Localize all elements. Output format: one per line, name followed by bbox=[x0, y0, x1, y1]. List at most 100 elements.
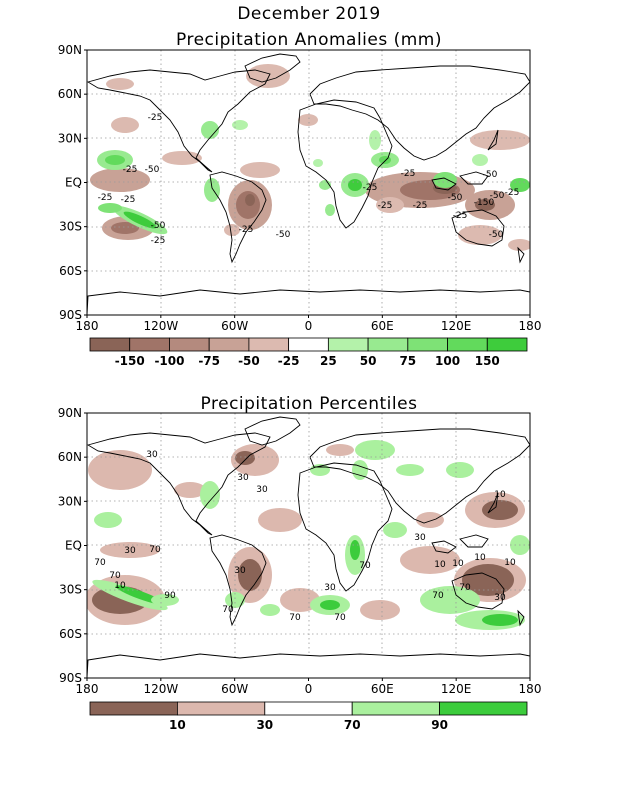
anomaly-map-title: Precipitation Anomalies (mm) bbox=[176, 30, 442, 50]
contour-label: -25 bbox=[98, 193, 113, 203]
contour-label: -50 bbox=[490, 191, 505, 201]
lat-tick-label: 90N bbox=[58, 406, 82, 420]
anomaly-gridlines bbox=[87, 50, 530, 315]
lon-tick-label: 60E bbox=[371, 682, 394, 696]
legend-swatch bbox=[447, 337, 488, 352]
contour-label: -150 bbox=[474, 198, 495, 208]
lat-tick-label: 60S bbox=[59, 627, 82, 641]
contour-label: -50 bbox=[151, 221, 166, 231]
legend-swatch bbox=[351, 701, 441, 716]
legend-label: -25 bbox=[278, 354, 300, 368]
legend-label: 75 bbox=[399, 354, 416, 368]
contour-label: 70 bbox=[149, 545, 161, 555]
legend-swatch bbox=[439, 701, 528, 716]
lat-tick-label: EQ bbox=[65, 176, 82, 190]
contour-label: -25 bbox=[148, 113, 163, 123]
anomaly-map bbox=[86, 49, 531, 316]
contour-label: 70 bbox=[459, 583, 471, 593]
legend-swatch bbox=[169, 337, 210, 352]
legend-label: -150 bbox=[115, 354, 145, 368]
lat-tick-label: 60S bbox=[59, 264, 82, 278]
legend-swatch bbox=[89, 701, 178, 716]
contour-label: -50 bbox=[276, 230, 291, 240]
contour-label: -25 bbox=[121, 195, 136, 205]
legend-swatch bbox=[288, 337, 329, 352]
legend-label: 100 bbox=[435, 354, 460, 368]
anomaly-contour-labels: -25-25 -50-25 -25-50-25-25 -50-25-25 -25-50-… bbox=[98, 113, 520, 246]
lon-tick-label: 60E bbox=[371, 319, 394, 333]
contour-label: -50 bbox=[145, 165, 160, 175]
contour-label: 30 bbox=[414, 533, 426, 543]
contour-label: -25 bbox=[453, 211, 468, 221]
legend-label: 30 bbox=[256, 718, 273, 732]
lon-tick-label: 60W bbox=[221, 319, 248, 333]
percentile-map-title: Precipitation Percentiles bbox=[200, 394, 418, 414]
contour-label: 30 bbox=[234, 566, 246, 576]
legend-swatch bbox=[486, 337, 528, 352]
legend-label: 10 bbox=[169, 718, 186, 732]
legend-label: 50 bbox=[360, 354, 377, 368]
lat-tick-label: EQ bbox=[65, 539, 82, 553]
contour-label: -25 bbox=[401, 169, 416, 179]
contour-label: -50 bbox=[448, 193, 463, 203]
contour-label: 70 bbox=[222, 605, 234, 615]
contour-label: 70 bbox=[289, 613, 301, 623]
contour-label: 70 bbox=[432, 591, 444, 601]
contour-label: 10 bbox=[114, 581, 126, 591]
legend-label: 70 bbox=[344, 718, 361, 732]
anomaly-coastlines bbox=[87, 53, 530, 315]
contour-label: 10 bbox=[434, 560, 446, 570]
contour-label: -25 bbox=[123, 165, 138, 175]
contour-label: -50 bbox=[483, 170, 498, 180]
lon-tick-label: 120W bbox=[143, 682, 178, 696]
lat-tick-label: 90S bbox=[59, 308, 82, 322]
lon-tick-label: 120E bbox=[441, 682, 472, 696]
legend-swatch bbox=[129, 337, 170, 352]
contour-label: 70 bbox=[334, 613, 346, 623]
legend-label: 90 bbox=[431, 718, 448, 732]
lon-tick-label: 0 bbox=[305, 319, 313, 333]
contour-label: -50 bbox=[489, 230, 504, 240]
contour-label: -25 bbox=[363, 183, 378, 193]
legend-swatch bbox=[248, 337, 290, 352]
lat-tick-label: 30S bbox=[59, 583, 82, 597]
contour-label: 10 bbox=[504, 558, 516, 568]
contour-label: -25 bbox=[505, 188, 520, 198]
contour-label: 30 bbox=[146, 450, 158, 460]
lon-tick-label: 0 bbox=[305, 682, 313, 696]
anomaly-shading bbox=[90, 64, 530, 251]
contour-label: 90 bbox=[164, 591, 176, 601]
legend-label: 150 bbox=[475, 354, 500, 368]
contour-label: 30 bbox=[256, 485, 268, 495]
lat-tick-label: 60N bbox=[58, 87, 82, 101]
lon-tick-label: 120W bbox=[143, 319, 178, 333]
contour-label: -25 bbox=[378, 201, 393, 211]
contour-label: 30 bbox=[124, 546, 136, 556]
page-title: December 2019 bbox=[237, 4, 381, 24]
percentile-gridlines bbox=[87, 413, 530, 678]
contour-label: 30 bbox=[324, 583, 336, 593]
contour-label: 70 bbox=[109, 571, 121, 581]
lon-tick-label: 180 bbox=[76, 682, 99, 696]
legend-label: -50 bbox=[238, 354, 260, 368]
contour-label: -25 bbox=[239, 225, 254, 235]
lat-tick-label: 30N bbox=[58, 494, 82, 508]
legend-swatch bbox=[89, 337, 131, 352]
contour-label: 30 bbox=[237, 473, 249, 483]
percentile-coastlines bbox=[87, 416, 530, 678]
percentile-legend: 10 30 70 90 bbox=[89, 701, 528, 732]
contour-label: -25 bbox=[151, 236, 166, 246]
legend-swatch bbox=[407, 337, 448, 352]
lon-tick-label: 120E bbox=[441, 319, 472, 333]
legend-label: -100 bbox=[154, 354, 184, 368]
legend-swatch bbox=[264, 701, 353, 716]
lon-tick-label: 180 bbox=[519, 319, 542, 333]
contour-label: 30 bbox=[494, 593, 506, 603]
contour-label: 70 bbox=[94, 558, 106, 568]
contour-label: 10 bbox=[494, 490, 506, 500]
lon-tick-label: 180 bbox=[519, 682, 542, 696]
legend-swatch bbox=[208, 337, 250, 352]
lat-tick-label: 90N bbox=[58, 43, 82, 57]
